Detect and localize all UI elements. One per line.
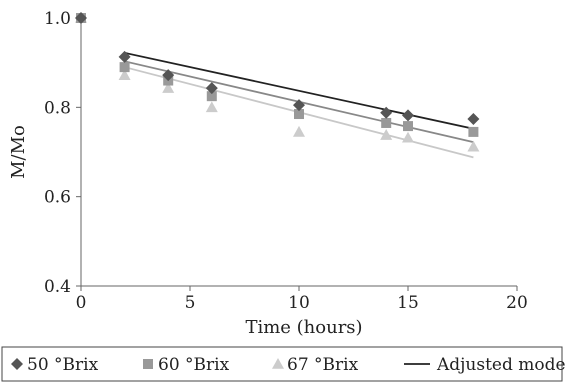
series-triangle xyxy=(75,12,480,152)
y-tick-label: 1.0 xyxy=(44,9,71,29)
legend-label: 50 °Brix xyxy=(27,355,99,375)
legend-marker-square xyxy=(143,359,153,369)
series-square xyxy=(76,13,479,137)
data-point xyxy=(162,82,175,93)
data-point xyxy=(75,12,87,24)
legend-label: Adjusted model xyxy=(436,355,565,375)
y-tick-label: 0.4 xyxy=(44,277,71,297)
y-axis-title: M/Mo xyxy=(8,125,29,179)
data-point xyxy=(205,101,218,113)
legend-label: 67 °Brix xyxy=(287,355,359,375)
x-tick-label: 10 xyxy=(288,293,310,313)
data-point xyxy=(118,69,131,80)
series-diamond xyxy=(75,12,480,125)
legend-label: 60 °Brix xyxy=(158,355,230,375)
legend-box xyxy=(1,346,563,382)
x-axis-title: Time (hours) xyxy=(245,317,362,338)
x-tick-label: 20 xyxy=(506,293,528,313)
data-point xyxy=(293,125,305,137)
data-point xyxy=(119,62,130,73)
legend: 50 °Brix 60 °Brix 67 °Brix Adjusted model xyxy=(1,346,565,382)
data-point xyxy=(380,106,393,119)
data-point xyxy=(162,69,175,82)
y-tick-label: 0.6 xyxy=(44,188,71,208)
data-point xyxy=(403,121,413,132)
data-point xyxy=(205,82,218,95)
legend-marker-diamond xyxy=(11,358,23,370)
adjusted-model-line xyxy=(124,51,474,130)
data-point xyxy=(402,131,414,143)
data-point xyxy=(294,109,304,120)
data-point xyxy=(381,117,392,128)
data-point xyxy=(118,50,131,63)
data-points xyxy=(75,12,480,152)
data-point xyxy=(206,91,217,102)
x-tick-label: 15 xyxy=(397,293,419,313)
data-point xyxy=(293,99,305,112)
x-tick-label: 5 xyxy=(185,293,196,313)
axes: 0.4 0.6 0.8 1.0 0 5 10 15 20 Time (hours) M/Mo xyxy=(8,9,528,338)
data-point xyxy=(467,112,480,125)
data-point xyxy=(467,140,480,152)
data-point xyxy=(380,129,393,140)
y-tick-label: 0.8 xyxy=(44,98,71,118)
data-point xyxy=(402,109,414,122)
data-point xyxy=(468,126,479,137)
legend-marker-triangle xyxy=(272,358,284,369)
x-tick-label: 0 xyxy=(76,293,87,313)
